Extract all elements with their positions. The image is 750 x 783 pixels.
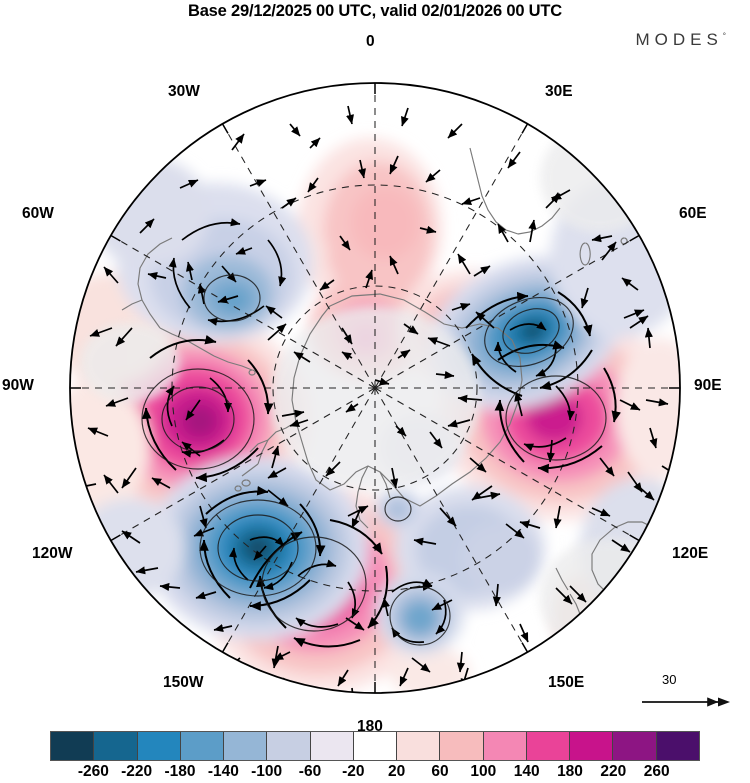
meridian-label-120W: 120W xyxy=(32,545,73,562)
colorbar-tick-label: 140 xyxy=(513,763,540,780)
colorbar-tick-label: 20 xyxy=(388,763,406,780)
modes-logo: MODES° xyxy=(635,30,726,50)
colorbar-swatches xyxy=(50,731,700,761)
colorbar-tick-label: -60 xyxy=(298,763,322,780)
meridian-label-60W: 60W xyxy=(22,205,54,222)
meridian-label-180: 180 xyxy=(357,718,383,735)
rim-ticks xyxy=(70,83,680,693)
wind-scale: 30 xyxy=(640,672,740,718)
colorbar-swatch xyxy=(656,732,699,760)
page-title: Base 29/12/2025 00 UTC, valid 02/01/2026… xyxy=(187,2,562,20)
meridian-label-60E: 60E xyxy=(679,205,707,222)
meridian-label-90E: 90E xyxy=(694,377,722,394)
colorbar-swatch xyxy=(483,732,527,760)
colorbar-tick-label: 100 xyxy=(470,763,497,780)
colorbar-swatch xyxy=(570,732,614,760)
colorbar-tick-label: -180 xyxy=(164,763,196,780)
colorbar-ticks: -260 -220 -180 -140 -100 -60 -20 20 60 100 140 180 2… xyxy=(50,763,700,783)
colorbar-swatch xyxy=(267,732,311,760)
colorbar-swatch xyxy=(51,732,95,760)
meridian-label-150E: 150E xyxy=(548,674,585,691)
colorbar-swatch xyxy=(353,732,398,760)
colorbar-swatch xyxy=(397,732,441,760)
colorbar-tick-label: 260 xyxy=(643,763,670,780)
modes-logo-mark: ° xyxy=(722,31,726,41)
map-field xyxy=(70,83,680,693)
colorbar-tick-label: -260 xyxy=(77,763,109,780)
colorbar-tick-label: 60 xyxy=(431,763,449,780)
meridian-label-120E: 120E xyxy=(672,545,709,562)
contour-lines xyxy=(141,274,607,646)
colorbar-tick-label: -20 xyxy=(342,763,365,780)
meridian-label-90W: 90W xyxy=(2,377,34,394)
colorbar-tick-label: -220 xyxy=(121,763,153,780)
meridian-label-30W: 30W xyxy=(168,83,200,100)
colorbar: -260 -220 -180 -140 -100 -60 -20 20 60 100 140 180 2… xyxy=(0,726,750,783)
wind-scale-label: 30 xyxy=(662,672,677,687)
meridian-label-150W: 150W xyxy=(163,674,204,691)
colorbar-swatch xyxy=(613,732,657,760)
colorbar-tick-label: 180 xyxy=(557,763,583,780)
polar-map xyxy=(0,28,750,718)
colorbar-swatch xyxy=(440,732,484,760)
meridian-label-30E: 30E xyxy=(545,83,573,100)
colorbar-swatch xyxy=(310,732,354,760)
modes-logo-text: MODES xyxy=(635,30,723,49)
meridian-label-0: 0 xyxy=(366,33,375,50)
colorbar-swatch xyxy=(526,732,571,760)
colorbar-swatch xyxy=(94,732,138,760)
colorbar-tick-label: -140 xyxy=(207,763,239,780)
colorbar-swatch xyxy=(224,732,268,760)
colorbar-tick-label: -100 xyxy=(251,763,283,780)
polar-map-svg xyxy=(69,82,681,694)
colorbar-tick-label: 220 xyxy=(600,763,627,780)
colorbar-swatch xyxy=(137,732,181,760)
colorbar-swatch xyxy=(180,732,225,760)
